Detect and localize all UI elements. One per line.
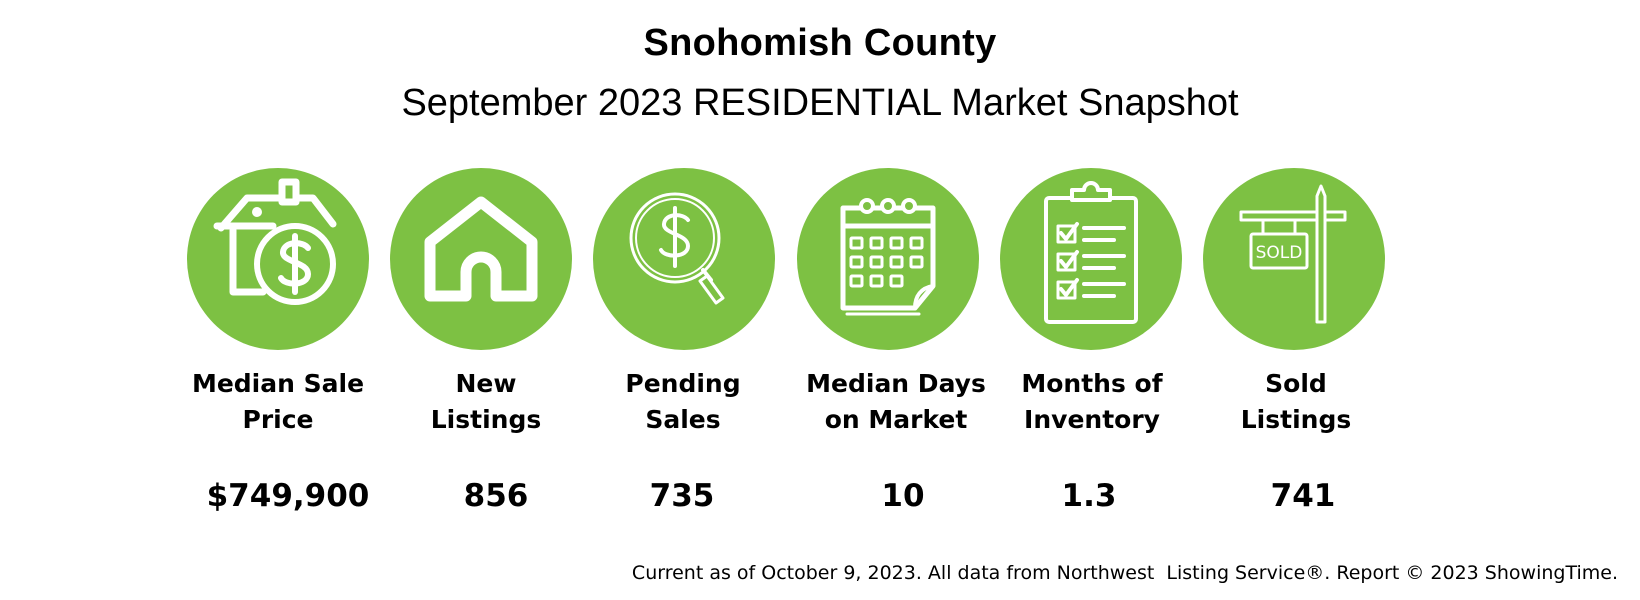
metric-new-listings: New Listings 856 — [351, 168, 611, 528]
page-subtitle: September 2023 RESIDENTIAL Market Snapsh… — [401, 82, 1239, 124]
sold-sign-icon: SOLD — [1203, 168, 1385, 350]
page-title: Snohomish County — [643, 22, 997, 64]
metric-median-sale-price: Median Sale Price $749,900 — [148, 168, 408, 528]
clipboard-checklist-icon — [1000, 168, 1182, 350]
metric-label: Median Days on Market — [806, 369, 986, 434]
metric-sold-listings: SOLD Sold Listings 741 — [1164, 168, 1424, 528]
metric-pending-sales: Pending Sales 735 — [554, 168, 814, 528]
metric-value: 856 — [463, 478, 529, 514]
metric-label: Months of Inventory — [1021, 369, 1163, 434]
house-dollar-icon — [187, 168, 369, 350]
metric-value: 1.3 — [1061, 478, 1117, 514]
metric-label: Pending Sales — [625, 369, 741, 434]
sold-sign-text: SOLD — [1256, 243, 1303, 263]
metric-value: 10 — [881, 478, 925, 514]
metric-value: 741 — [1270, 478, 1336, 514]
house-icon — [390, 168, 572, 350]
metric-median-days-on-market: Median Days on Market 10 — [758, 168, 1018, 528]
metric-value: 735 — [649, 478, 715, 514]
footer-note: Current as of October 9, 2023. All data … — [631, 562, 1618, 584]
metric-months-of-inventory: Months of Inventory 1.3 — [961, 168, 1221, 528]
calendar-icon — [797, 168, 979, 350]
metric-label: Sold Listings — [1240, 369, 1352, 434]
metric-label: New Listings — [430, 369, 542, 434]
magnifier-dollar-icon — [593, 168, 775, 350]
metric-label: Median Sale Price — [191, 369, 365, 434]
metric-value: $749,900 — [206, 478, 370, 514]
